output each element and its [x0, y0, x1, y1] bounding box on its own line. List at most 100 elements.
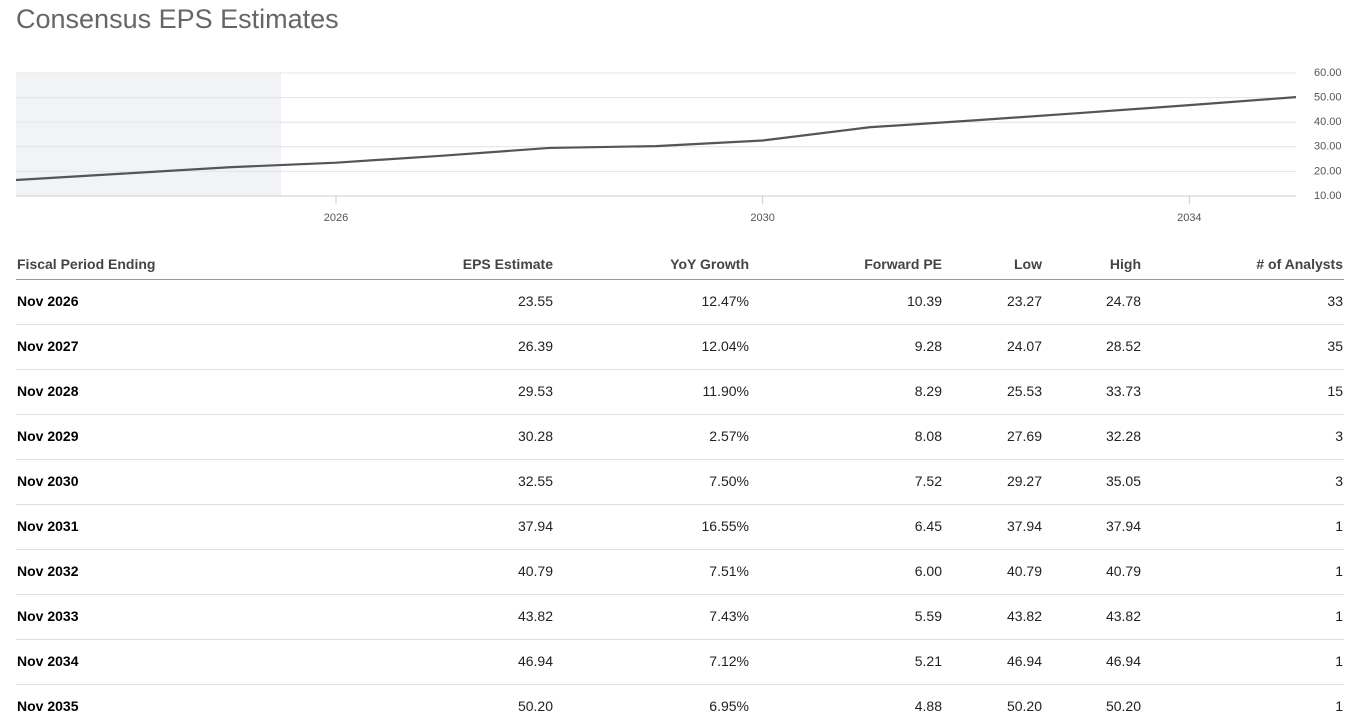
row-divider: [16, 414, 1344, 415]
table-cell: 37.94: [1105, 518, 1141, 534]
table-cell: 1: [1335, 563, 1343, 579]
table-cell: 37.94: [1006, 518, 1042, 534]
table-cell: 50.20: [1006, 698, 1042, 714]
row-divider: [16, 684, 1344, 685]
table-cell: 15: [1327, 383, 1343, 399]
table-cell: 25.53: [1006, 383, 1042, 399]
table-cell: 24.07: [1006, 338, 1042, 354]
table-cell: 1: [1335, 653, 1343, 669]
x-tick-label: 2026: [324, 212, 348, 224]
x-tick-label: 2030: [750, 212, 774, 224]
table-cell: 24.78: [1105, 293, 1141, 309]
table-cell: 35: [1327, 338, 1343, 354]
y-tick-label: 40.00: [1314, 116, 1342, 128]
table-cell: 16.55%: [701, 518, 749, 534]
table-cell: Nov 2030: [17, 473, 79, 489]
table-cell: 50.20: [1105, 698, 1141, 714]
row-divider: [16, 369, 1344, 370]
table-cell: Nov 2035: [17, 698, 79, 714]
table-cell: 7.12%: [709, 653, 749, 669]
table-cell: 6.45: [914, 518, 942, 534]
table-cell: 1: [1335, 698, 1343, 714]
x-tick-label: 2034: [1177, 212, 1201, 224]
column-header: Fiscal Period Ending: [17, 256, 156, 272]
column-header: EPS Estimate: [462, 256, 553, 272]
table-cell: 27.69: [1006, 428, 1042, 444]
table-cell: 33.73: [1105, 383, 1141, 399]
table-cell: 5.59: [914, 608, 942, 624]
table-cell: 33: [1327, 293, 1343, 309]
table-cell: 37.94: [517, 518, 553, 534]
row-divider: [16, 279, 1344, 280]
table-cell: 23.55: [517, 293, 553, 309]
table-cell: 30.28: [517, 428, 553, 444]
table-cell: 4.88: [914, 698, 942, 714]
row-divider: [16, 504, 1344, 505]
table-cell: 43.82: [517, 608, 553, 624]
history-band: [16, 73, 281, 196]
table-cell: 1: [1335, 518, 1343, 534]
table-cell: 40.79: [1105, 563, 1141, 579]
table-cell: Nov 2034: [17, 653, 79, 669]
y-tick-label: 20.00: [1314, 165, 1342, 177]
table-cell: 9.28: [914, 338, 942, 354]
table-cell: 32.55: [517, 473, 553, 489]
row-divider: [16, 324, 1344, 325]
table-cell: 23.27: [1006, 293, 1042, 309]
table-cell: 7.43%: [709, 608, 749, 624]
column-header: Forward PE: [864, 256, 942, 272]
y-tick-label: 10.00: [1314, 190, 1342, 202]
table-cell: 26.39: [517, 338, 553, 354]
table-cell: Nov 2033: [17, 608, 79, 624]
table-cell: 1: [1335, 608, 1343, 624]
table-cell: 46.94: [1006, 653, 1042, 669]
table-cell: 8.08: [914, 428, 942, 444]
table-cell: 40.79: [1006, 563, 1042, 579]
column-header: High: [1109, 256, 1141, 272]
table-cell: 12.04%: [701, 338, 749, 354]
table-cell: Nov 2029: [17, 428, 79, 444]
table-cell: 8.29: [914, 383, 942, 399]
table-cell: Nov 2028: [17, 383, 79, 399]
table-cell: 29.53: [517, 383, 553, 399]
chart: 10.00 20.00 30.00 40.00 50.00 60.00 2026 2030 20…: [15, 67, 1342, 224]
table-cell: 3: [1335, 473, 1343, 489]
table-cell: 6.00: [914, 563, 942, 579]
table-cell: 50.20: [517, 698, 553, 714]
y-tick-label: 30.00: [1314, 141, 1342, 153]
table-cell: 3: [1335, 428, 1343, 444]
table-cell: 7.50%: [709, 473, 749, 489]
table-cell: 43.82: [1006, 608, 1042, 624]
table-cell: 6.95%: [709, 698, 749, 714]
line: [15, 96, 1297, 182]
table-cell: 29.27: [1006, 473, 1042, 489]
row-divider: [16, 594, 1344, 595]
table-cell: 32.28: [1105, 428, 1141, 444]
table-cell: Nov 2031: [17, 518, 79, 534]
row-divider: [16, 639, 1344, 640]
table-cell: 10.39: [906, 293, 942, 309]
column-header: Low: [1014, 256, 1042, 272]
table-cell: 12.47%: [701, 293, 749, 309]
row-divider: [16, 459, 1344, 460]
table-cell: 28.52: [1105, 338, 1141, 354]
table-cell: 2.57%: [709, 428, 749, 444]
table-cell: 11.90%: [702, 383, 749, 399]
y-tick-label: 60.00: [1314, 67, 1342, 79]
table-cell: 7.52: [914, 473, 942, 489]
table-cell: 35.05: [1105, 473, 1141, 489]
table-cell: Nov 2027: [17, 338, 79, 354]
table-cell: 40.79: [517, 563, 553, 579]
table-cell: 46.94: [1105, 653, 1141, 669]
y-tick-label: 50.00: [1314, 92, 1342, 104]
table-cell: 43.82: [1105, 608, 1141, 624]
table-cell: 7.51%: [709, 563, 749, 579]
column-header: # of Analysts: [1256, 256, 1343, 272]
table-cell: 46.94: [517, 653, 553, 669]
table-cell: 5.21: [914, 653, 942, 669]
table-cell: Nov 2026: [17, 293, 79, 309]
row-divider: [16, 549, 1344, 550]
page-title: Consensus EPS Estimates: [16, 4, 339, 34]
table-cell: Nov 2032: [17, 563, 79, 579]
